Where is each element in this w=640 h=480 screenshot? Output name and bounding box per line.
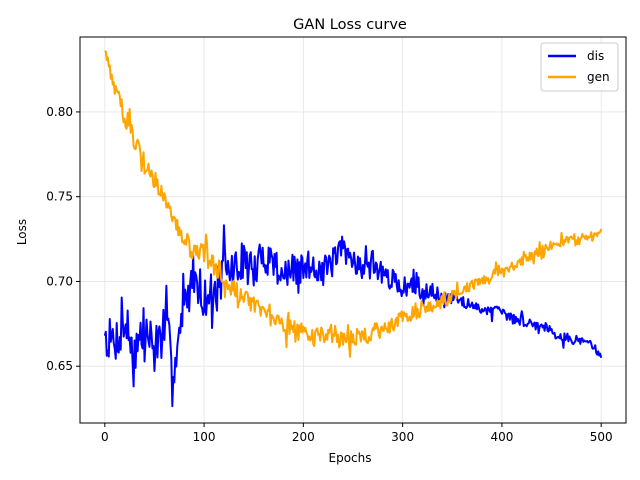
series-layer — [103, 50, 603, 408]
x-tick-label: 500 — [590, 430, 613, 444]
axes-frame — [79, 36, 627, 424]
y-tick-label: 0.70 — [46, 274, 73, 288]
x-tick-label: 100 — [193, 430, 216, 444]
x-tick-label: 0 — [101, 430, 109, 444]
x-axis-label: Epochs — [329, 451, 372, 465]
x-tick-label: 400 — [490, 430, 513, 444]
legend-label-gen: gen — [587, 70, 610, 84]
series-line-dis — [103, 224, 603, 408]
x-tick-label: 300 — [391, 430, 414, 444]
y-axis-ticks: 0.65 0.70 0.75 0.80 — [46, 105, 80, 373]
series-line-gen — [104, 50, 603, 358]
y-tick-label: 0.65 — [46, 359, 73, 373]
legend: dis gen — [540, 42, 619, 92]
legend-label-dis: dis — [587, 49, 604, 63]
chart-title: GAN Loss curve — [293, 17, 407, 33]
x-axis-ticks: 0 100 200 300 400 500 — [101, 423, 613, 444]
y-tick-label: 0.75 — [46, 190, 73, 204]
x-tick-label: 200 — [292, 430, 315, 444]
y-axis-label: Loss — [15, 219, 29, 245]
y-tick-label: 0.80 — [46, 105, 73, 119]
